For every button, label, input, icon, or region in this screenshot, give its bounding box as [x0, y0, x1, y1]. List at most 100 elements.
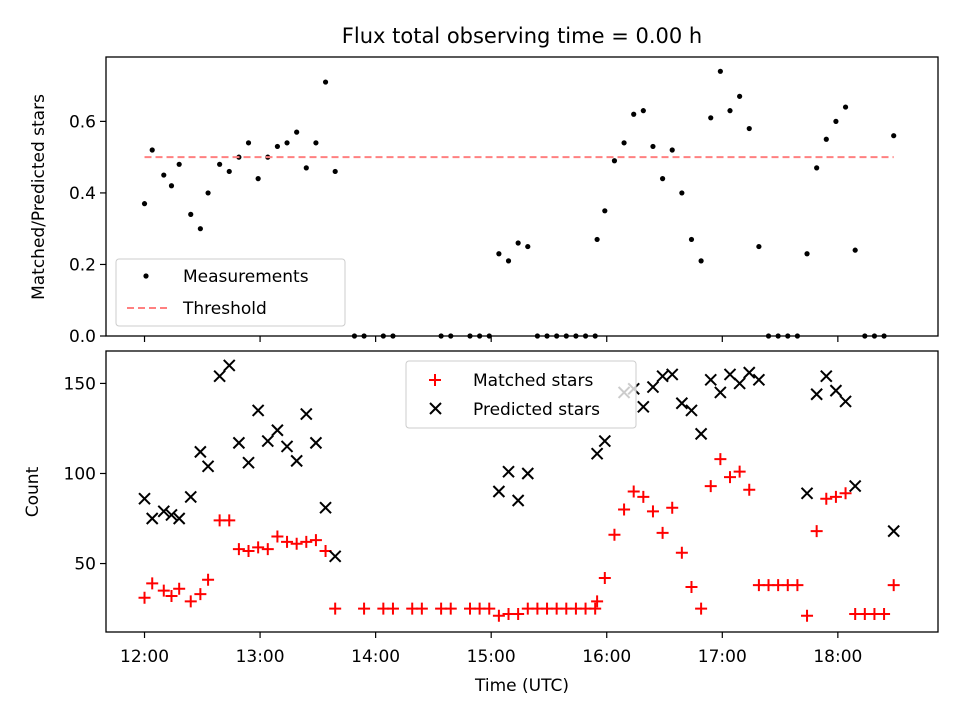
bottom-ytick-label: 50	[74, 555, 96, 575]
bottom-predicted-stars-point	[242, 456, 255, 469]
bottom-legend-plus-marker	[429, 374, 441, 386]
bottom-predicted-stars-point	[733, 377, 746, 390]
top-measurements-point	[852, 247, 858, 253]
top-measurements-point	[631, 111, 637, 117]
bottom-matched-stars-point	[887, 579, 900, 592]
top-measurements-point	[149, 147, 155, 153]
top-measurements-point	[708, 115, 714, 121]
bottom-matched-stars-point	[202, 573, 215, 586]
top-measurements-point	[804, 251, 810, 257]
top-measurements-point	[294, 129, 300, 135]
bottom-legend: Matched stars Predicted stars	[405, 360, 637, 429]
top-legend-frame	[115, 258, 346, 327]
top-measurements-point	[717, 68, 723, 74]
bottom-predicted-stars-point	[511, 494, 525, 507]
bottom-predicted-stars-point	[829, 384, 843, 397]
bottom-predicted-stars-point	[714, 386, 727, 399]
top-ytick-label: 0.0	[69, 327, 96, 347]
bottom-matched-stars-point	[695, 602, 708, 615]
top-measurements-point	[659, 176, 666, 182]
bottom-matched-stars-point	[386, 602, 399, 615]
bottom-predicted-stars-point	[271, 424, 284, 437]
top-measurements-point	[669, 147, 675, 153]
bottom-predicted-stars-point	[521, 467, 534, 480]
bottom-matched-stars-point	[165, 589, 178, 602]
bottom-matched-stars-point	[637, 490, 650, 503]
bottom-predicted-stars-point	[656, 370, 669, 383]
bottom-predicted-stars-point	[590, 447, 604, 460]
top-panel: Flux total observing time = 0.00 h 0.00.…	[29, 24, 939, 347]
bottom-predicted-stars-point	[810, 388, 823, 401]
bottom-matched-stars-point	[646, 505, 659, 518]
bottom-predicted-stars-point	[165, 508, 178, 522]
bottom-matched-stars-point	[358, 602, 371, 615]
bottom-xtick-label: 14:00	[351, 647, 400, 667]
bottom-matched-stars-point	[704, 480, 717, 493]
top-measurements-point	[525, 243, 531, 250]
top-measurements-point	[284, 140, 290, 146]
top-measurements-point	[161, 172, 167, 178]
bottom-matched-stars-point	[329, 602, 342, 615]
top-ytick-label: 0.6	[69, 112, 96, 132]
bottom-matched-stars-point	[261, 543, 274, 556]
bottom-matched-stars-point	[724, 471, 736, 484]
bottom-matched-stars-point	[492, 609, 505, 622]
bottom-matched-stars-point	[829, 490, 842, 503]
bottom-matched-stars-point	[878, 607, 891, 620]
bottom-predicted-stars-point	[637, 400, 650, 414]
top-measurements-point	[217, 161, 223, 167]
top-panel-ticks: 0.0 0.2 0.4 0.6	[69, 112, 839, 347]
bottom-matched-stars-point	[591, 595, 604, 608]
bottom-predicted-stars-point	[675, 397, 689, 410]
top-panel-marks	[141, 68, 897, 339]
bottom-legend-x-marker	[429, 402, 442, 415]
bottom-matched-stars-point	[618, 503, 631, 516]
bottom-xtick-label: 18:00	[813, 647, 862, 667]
bottom-ytick-label: 100	[64, 464, 96, 484]
bottom-matched-stars-point	[483, 602, 496, 615]
bottom-predicted-stars-point	[502, 465, 515, 478]
top-measurements-point	[621, 140, 627, 146]
top-measurements-point	[205, 190, 211, 196]
bottom-predicted-stars-point	[261, 434, 274, 448]
bottom-matched-stars-point	[281, 535, 294, 548]
bottom-matched-stars-point	[675, 546, 688, 559]
bottom-predicted-stars-point	[887, 524, 900, 538]
bottom-predicted-stars-point	[743, 366, 756, 379]
top-legend: Measurements Threshold	[115, 258, 346, 327]
bottom-legend-label-predicted: Predicted stars	[473, 400, 600, 420]
bottom-matched-stars-point	[743, 483, 756, 496]
bottom-matched-stars-point	[444, 602, 457, 615]
top-measurements-point	[274, 143, 281, 150]
bottom-predicted-stars-point	[319, 501, 332, 514]
top-measurements-point	[640, 108, 646, 114]
top-panel-frame	[105, 56, 939, 337]
bottom-matched-stars-point	[791, 579, 804, 592]
bottom-predicted-stars-point	[492, 485, 506, 498]
bottom-matched-stars-point	[194, 588, 207, 601]
bottom-xtick-label: 17:00	[698, 647, 747, 667]
bottom-matched-stars-point	[656, 526, 669, 539]
top-panel-ylabel: Matched/Predicted stars	[29, 94, 49, 300]
bottom-matched-stars-point	[232, 543, 245, 556]
top-measurements-point	[332, 168, 338, 175]
bottom-panel-frame	[105, 350, 939, 633]
bottom-xtick-label: 13:00	[236, 647, 285, 667]
bottom-matched-stars-point	[608, 528, 621, 541]
top-measurements-point	[245, 140, 252, 146]
top-measurements-point	[650, 143, 656, 150]
top-measurements-point	[833, 118, 839, 124]
top-measurements-point	[891, 133, 897, 139]
top-legend-label-measurements: Measurements	[183, 267, 309, 287]
top-measurements-point	[188, 211, 194, 217]
top-measurements-point	[756, 243, 762, 250]
bottom-matched-stars-point	[242, 544, 255, 557]
bottom-matched-stars-point	[184, 595, 197, 608]
bottom-predicted-stars-point	[300, 407, 313, 421]
bottom-legend-label-matched: Matched stars	[473, 371, 593, 391]
bottom-matched-stars-point	[157, 584, 170, 597]
bottom-ytick-label: 150	[64, 374, 96, 394]
top-measurements-point	[515, 240, 521, 246]
bottom-matched-stars-point	[714, 453, 727, 466]
